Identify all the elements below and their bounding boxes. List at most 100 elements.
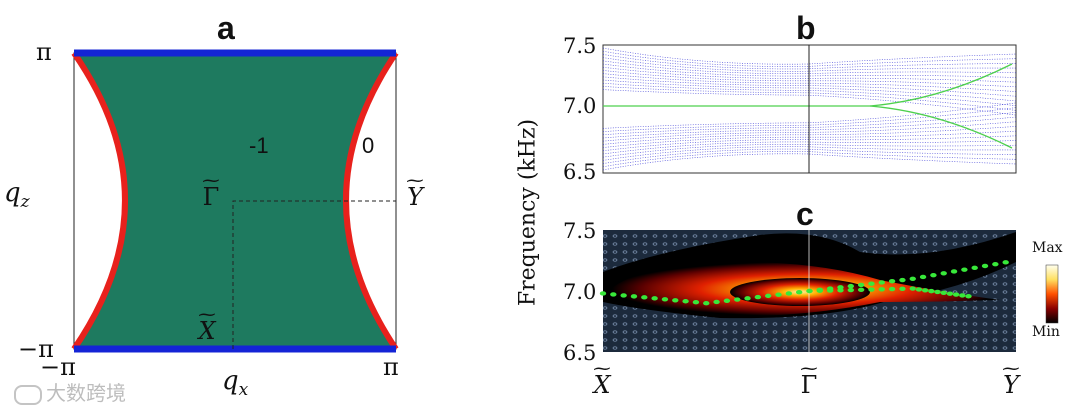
panel-c-edge-dot-edge-mode-lower	[940, 290, 947, 296]
b-ytick-1: 7.0	[563, 94, 597, 118]
panel-c-edge-dot-edge-mode-upper	[765, 293, 772, 299]
a-ylabel-sub: z	[20, 192, 30, 213]
panel-c-edge-dot-edge-mode-upper	[878, 280, 885, 285]
watermark-text: 大数跨境	[46, 381, 126, 405]
a-xlabel-sub: x	[238, 380, 249, 401]
a-xtick-left: −π	[40, 353, 76, 381]
panel-c-edge-dot-edge-mode-upper	[950, 269, 958, 274]
a-xlabel: qx	[222, 366, 248, 400]
a-point-y: ~ Y	[402, 172, 428, 211]
panel-c-edge-dot-edge-mode-lower	[826, 288, 834, 293]
panel-c-colorbar	[1045, 264, 1059, 324]
region-minus1-label: -1	[249, 133, 269, 158]
panel-c-edge-dot-edge-mode-upper	[899, 277, 906, 283]
b-ytick-2: 6.5	[563, 160, 597, 184]
panel-c-edge-dot-edge-mode-upper	[692, 300, 700, 305]
panel-c-edge-dot-edge-mode-lower	[946, 291, 954, 296]
panel-c-edge-dot-edge-mode-upper	[930, 272, 937, 278]
xtick-y: ~ Y	[998, 360, 1024, 399]
panel-c-edge-dot-edge-mode-lower	[837, 288, 844, 293]
xtick-gamma-text: Γ	[800, 371, 818, 399]
panel-c-edge-dot-edge-mode-upper	[599, 291, 607, 296]
xtick-y-text: Y	[1003, 371, 1019, 399]
region-0-label: 0	[362, 133, 375, 158]
xtick-x: ~ X	[589, 360, 615, 399]
watermark: 大数跨境	[14, 377, 126, 406]
panel-c-edge-dot-edge-mode-lower	[928, 288, 935, 294]
panel-c-edge-dot-edge-mode-upper	[620, 293, 627, 298]
a-gamma-text: Γ	[202, 183, 220, 211]
panel-c-edge-dot-edge-mode-upper	[713, 299, 720, 305]
panel-c-edge-dot-edge-mode-lower	[899, 286, 906, 292]
panel-c-edge-dot-edge-mode-upper	[682, 299, 689, 304]
panel-c-edge-dot-edge-mode-lower	[915, 287, 923, 292]
shared-ylabel: Frequency (kHz)	[515, 118, 541, 307]
panel-c-edge-dot-edge-mode-upper	[661, 297, 669, 302]
watermark-icon	[14, 384, 42, 405]
a-ylabel: qz	[4, 178, 30, 212]
a-point-x: ~ X	[194, 306, 220, 345]
panel-c-edge-dot-edge-mode-upper	[630, 294, 638, 299]
panel-c-edge-dot-edge-mode-upper	[961, 267, 968, 272]
panel-a-letter: a	[217, 10, 235, 46]
a-ytick-bottom: −π	[18, 335, 54, 363]
panel-b-edge-mode-split-down	[869, 105, 1013, 149]
xtick-y-tilde: ~	[1000, 358, 1022, 379]
panel-c-edge-dot-edge-mode-upper	[868, 281, 875, 286]
a-ylabel-q: q	[4, 178, 21, 208]
panel-c-edge-dot-edge-mode-lower	[857, 287, 865, 292]
panel-c-edge-dot-edge-mode-upper	[641, 295, 648, 300]
a-xlabel-q: q	[222, 366, 239, 396]
xtick-x-text: X	[593, 371, 611, 399]
panel-c-edge-dot-edge-mode-upper	[847, 283, 854, 289]
c-ytick-1: 7.0	[563, 280, 597, 304]
a-x-text: X	[198, 317, 216, 345]
panel-c-edge-dot-edge-mode-upper	[888, 279, 896, 284]
panel-c-edge-dot-edge-mode-upper	[795, 290, 803, 295]
panel-c-edge-dot-edge-mode-upper	[992, 261, 999, 267]
panel-c-edge-dot-edge-mode-upper	[734, 297, 741, 302]
panel-c-edge-dot-edge-mode-upper	[723, 298, 731, 303]
panel-c-edge-dot-edge-mode-upper	[610, 292, 617, 297]
a-xtick-right: π	[383, 353, 399, 381]
c-ytick-0: 7.5	[563, 219, 597, 243]
panel-c-edge-dot-edge-mode-upper	[909, 276, 916, 281]
panel-c-edge-dot-edge-mode-upper	[672, 298, 679, 303]
panel-c-letter: c	[796, 196, 814, 232]
panel-c-edge-dot-edge-mode-lower	[965, 294, 972, 299]
panel-c-edge-dot-edge-mode-upper	[919, 274, 927, 280]
panel-c-edge-dot-edge-mode-upper	[1002, 260, 1009, 265]
panel-c-edge-dot-edge-mode-lower	[921, 288, 929, 293]
panel-c-edge-dot-edge-mode-upper	[940, 271, 947, 276]
dashed-path	[232, 200, 396, 349]
colorbar-min: Min	[1032, 324, 1060, 340]
panel-c-edge-dot-edge-mode-lower	[934, 289, 941, 295]
panel-c-edge-dot-edge-mode-upper	[857, 282, 865, 288]
a-y-text: Y	[407, 183, 423, 211]
b-ytick-0: 7.5	[563, 34, 597, 58]
c-ytick-2: 6.5	[563, 341, 597, 365]
panel-c-edge-dot-edge-mode-lower	[878, 287, 885, 292]
a-ytick-top: π	[36, 38, 52, 66]
xtick-gamma-tilde: ~	[798, 358, 820, 379]
panel-c-edge-dot-edge-mode-upper	[785, 291, 793, 296]
panel-c-edge-dot-edge-mode-lower	[847, 287, 854, 293]
panel-c-edge-dots	[599, 260, 1009, 306]
panel-c-edge-dot-edge-mode-upper	[971, 265, 978, 271]
panel-c-edge-dot-edge-mode-upper	[651, 296, 658, 301]
panel-c-edge-dot-edge-mode-lower	[952, 292, 960, 297]
xtick-gamma: ~ Γ	[796, 360, 822, 399]
panel-c-edge-dot-edge-mode-upper	[703, 301, 710, 306]
panel-c-edge-dot-edge-mode-lower	[868, 287, 875, 292]
colorbar-max: Max	[1032, 240, 1063, 256]
panel-c-edge-dot-edge-mode-lower	[888, 286, 896, 292]
a-point-gamma: ~ Γ	[198, 172, 224, 211]
panel-c-edge-dot-edge-mode-upper	[754, 294, 762, 300]
panel-c-edge-dot-edge-mode-lower	[959, 293, 966, 298]
panel-c-edge-dot-edge-mode-lower	[909, 286, 916, 291]
panel-c-edge-dot-edge-mode-upper	[744, 296, 751, 301]
xtick-x-tilde: ~	[591, 358, 613, 379]
